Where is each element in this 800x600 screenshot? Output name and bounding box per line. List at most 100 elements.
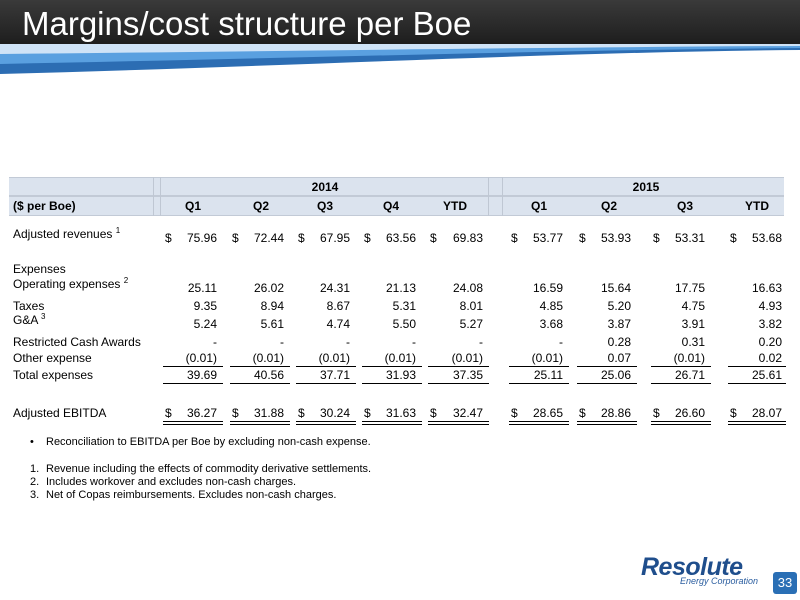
table-cell: 63.56 [385, 231, 416, 245]
table-cell: 3.82 [758, 317, 782, 331]
double-underline [728, 421, 786, 425]
row-label-opex: Operating expenses 2 [13, 276, 129, 292]
table-cell: 3.68 [539, 317, 563, 331]
dollar-sign: $ [430, 231, 437, 245]
column-header: Q4 [382, 199, 400, 213]
footnote-text: Revenue including the effects of commodi… [46, 463, 372, 475]
dollar-sign: $ [511, 231, 518, 245]
footnote-number: 1. [30, 463, 40, 475]
underline [296, 383, 356, 384]
table-cell: 5.20 [607, 299, 631, 313]
dollar-sign: $ [730, 231, 737, 245]
table-cell: 0.07 [607, 351, 631, 365]
underline [509, 383, 569, 384]
page-number-badge: 33 [773, 572, 797, 594]
table-cell: 37.71 [319, 368, 350, 382]
table-cell: 9.35 [193, 299, 217, 313]
table-cell: 26.02 [253, 281, 284, 295]
row-label-ebitda: Adjusted EBITDA [13, 406, 107, 420]
table-cell: 0.31 [681, 335, 705, 349]
underline [163, 366, 223, 367]
table-cell: - [479, 335, 483, 349]
underline [230, 383, 290, 384]
underline [428, 383, 489, 384]
table-cell: 28.86 [600, 406, 631, 420]
footnote-number: 3. [30, 489, 40, 501]
double-underline [428, 421, 489, 425]
dollar-sign: $ [579, 406, 586, 420]
slide-title: Margins/cost structure per Boe [22, 5, 472, 42]
dollar-sign: $ [653, 231, 660, 245]
column-header: YTD [745, 199, 769, 213]
double-underline [651, 421, 711, 425]
table-cell: 37.35 [452, 368, 483, 382]
dollar-sign: $ [579, 231, 586, 245]
table-cell: 4.75 [681, 299, 705, 313]
table-cell: (0.01) [531, 351, 563, 365]
table-cell: 4.85 [539, 299, 563, 313]
table-cell: 28.65 [532, 406, 563, 420]
column-header: YTD [443, 199, 467, 213]
table-cell: (0.01) [252, 351, 284, 365]
footnote-number: 2. [30, 476, 40, 488]
header-swoosh-decoration [0, 44, 800, 74]
dollar-sign: $ [511, 406, 518, 420]
footnote-text: Includes workover and excludes non-cash … [46, 476, 297, 488]
table-cell: - [213, 335, 217, 349]
underline [163, 383, 223, 384]
bullet-note: Reconciliation to EBITDA per Boe by excl… [46, 436, 371, 448]
table-cell: 30.24 [319, 406, 350, 420]
company-logo-subtitle: Energy Corporation [680, 576, 759, 586]
row-label-adj_rev: Adjusted revenues 1 [13, 226, 121, 242]
underline [509, 366, 569, 367]
table-cell: 15.64 [600, 281, 631, 295]
dollar-sign: $ [298, 406, 305, 420]
double-underline [230, 421, 290, 425]
dollar-sign: $ [165, 231, 172, 245]
underline [230, 366, 290, 367]
table-cell: (0.01) [673, 351, 705, 365]
table-cell: (0.01) [185, 351, 217, 365]
table-cell: - [559, 335, 563, 349]
dollar-sign: $ [165, 406, 172, 420]
table-cell: (0.01) [384, 351, 416, 365]
table-cell: 25.61 [751, 368, 782, 382]
year-2015-header: 2015 [632, 180, 660, 194]
table-cell: 16.59 [532, 281, 563, 295]
underline [728, 383, 786, 384]
underline [651, 383, 711, 384]
table-cell: 5.31 [392, 299, 416, 313]
table-cell: 5.50 [392, 317, 416, 331]
table-cell: 5.61 [260, 317, 284, 331]
table-cell: 75.96 [186, 231, 217, 245]
table-cell: 3.91 [681, 317, 705, 331]
table-cell: 17.75 [674, 281, 705, 295]
year-2014-header: 2014 [311, 180, 339, 194]
table-cell: 0.28 [607, 335, 631, 349]
table-cell: - [346, 335, 350, 349]
column-header: Q3 [676, 199, 694, 213]
table-cell: 53.31 [674, 231, 705, 245]
dollar-sign: $ [430, 406, 437, 420]
bullet-symbol: • [30, 436, 34, 448]
slide-header: Margins/cost structure per Boe [0, 0, 800, 48]
dollar-sign: $ [232, 231, 239, 245]
table-header-years [9, 177, 784, 196]
column-header: Q2 [600, 199, 618, 213]
row-label-taxes: Taxes [13, 299, 45, 313]
table-cell: 31.88 [253, 406, 284, 420]
double-underline [577, 421, 637, 425]
double-underline [509, 421, 569, 425]
table-cell: 0.20 [758, 335, 782, 349]
company-logo: Resolute [641, 553, 743, 581]
row-label-ga: G&A 3 [13, 312, 46, 328]
table-cell: 28.07 [751, 406, 782, 420]
table-cell: 25.06 [600, 368, 631, 382]
table-cell: 40.56 [253, 368, 284, 382]
table-cell: 26.60 [674, 406, 705, 420]
column-header: Q1 [530, 199, 548, 213]
underline [728, 366, 786, 367]
column-header: Q2 [252, 199, 270, 213]
table-cell: - [412, 335, 416, 349]
table-cell: 4.74 [326, 317, 350, 331]
